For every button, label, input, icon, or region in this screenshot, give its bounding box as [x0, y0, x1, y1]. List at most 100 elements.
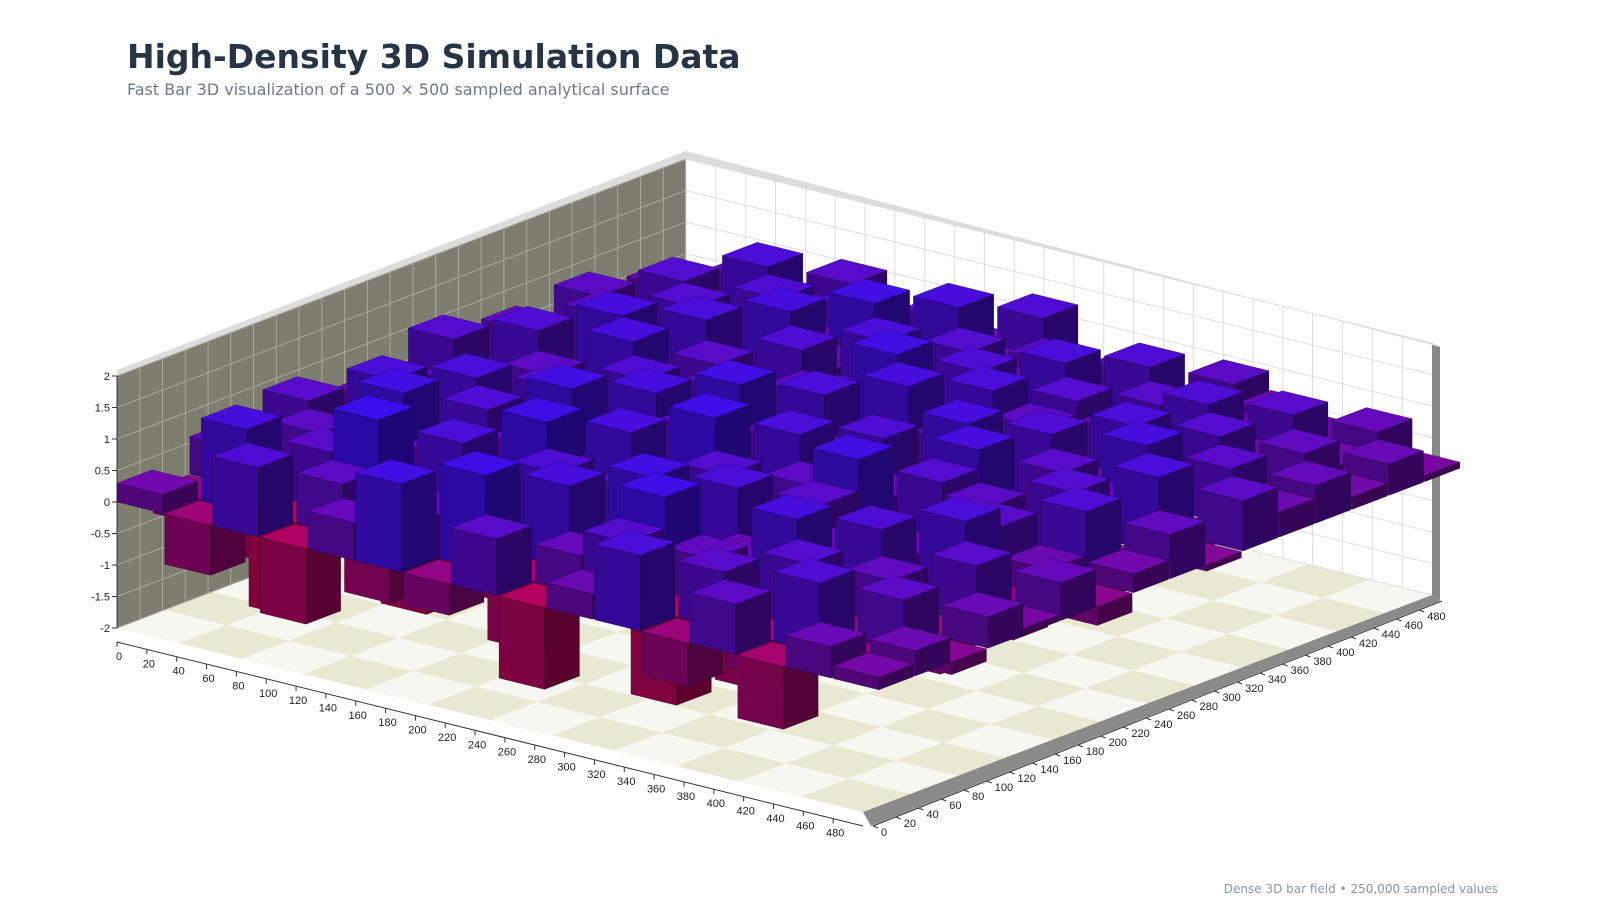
bar-face: [812, 434, 895, 460]
bar-face: [261, 376, 345, 402]
z-tick-label: 380: [1313, 656, 1331, 668]
bar-face: [1005, 409, 1088, 435]
z-tick: [1282, 663, 1288, 667]
x-tick-label: 240: [468, 739, 486, 751]
x-tick-label: 40: [173, 666, 185, 678]
bar-face: [116, 469, 199, 495]
x-tick-label: 80: [232, 680, 244, 692]
grid-line: [685, 158, 1433, 344]
z-tick: [1328, 645, 1334, 649]
z-tick-label: 200: [1109, 737, 1127, 749]
z-tick-label: 400: [1336, 647, 1354, 659]
bar-face: [1187, 359, 1270, 385]
bar-face: [357, 368, 440, 394]
bar-face: [834, 504, 917, 530]
grid-line: [685, 190, 1433, 375]
bar-face: [1330, 407, 1414, 433]
bar: [354, 459, 438, 573]
bar-face: [755, 325, 838, 351]
bar-face: [575, 291, 659, 317]
floor-tile: [1212, 582, 1323, 616]
bar-face: [846, 555, 929, 581]
z-tick: [986, 780, 992, 784]
bar-face: [773, 558, 856, 584]
z-axis: [872, 600, 1443, 827]
z-tick-label: 460: [1404, 620, 1422, 632]
floor-tile: [1118, 618, 1228, 652]
x-tick-label: 200: [408, 725, 426, 737]
floor-tile: [490, 701, 600, 736]
z-tick: [941, 798, 947, 802]
bar-face: [689, 579, 772, 605]
bar-face: [200, 404, 283, 430]
floor-tile: [241, 640, 351, 674]
z-tick: [1054, 753, 1061, 757]
z-tick: [1145, 717, 1152, 721]
bar-face: [744, 287, 827, 313]
bar-face: [439, 450, 522, 476]
chart-subtitle: Fast Bar 3D visualization of a 500 × 500…: [127, 80, 670, 99]
z-tick: [895, 816, 901, 820]
right-edge: [863, 595, 1440, 826]
bar-face: [753, 409, 836, 435]
bar-face: [639, 541, 676, 632]
floor-tile: [226, 607, 337, 641]
y-tick-label: 0: [104, 497, 110, 509]
bar: [689, 579, 772, 655]
z-tick-label: 160: [1063, 755, 1081, 767]
z-tick-label: 260: [1177, 710, 1195, 722]
z-tick-label: 280: [1200, 701, 1218, 713]
z-tick: [1259, 672, 1266, 676]
floor-tile: [117, 609, 227, 644]
bar-face: [1103, 342, 1186, 368]
bar-face: [607, 452, 690, 478]
floor-tile: [1132, 652, 1243, 686]
bar-face: [212, 455, 259, 538]
bar-face: [450, 527, 498, 597]
bar-face: [932, 424, 1015, 451]
bar-face: [1173, 411, 1257, 437]
bar-face: [211, 442, 294, 468]
y-tick-label: 0.5: [95, 466, 110, 478]
bar-face: [896, 457, 979, 483]
floor-tile: [614, 732, 724, 766]
z-tick: [1168, 708, 1175, 712]
floor-tile: [723, 729, 834, 764]
footer-note: Dense 3D bar field • 250,000 sampled val…: [1224, 882, 1498, 896]
bar-face: [930, 541, 1013, 567]
x-tick-label: 0: [116, 651, 122, 663]
z-tick: [963, 789, 970, 793]
bar-face: [450, 514, 533, 540]
z-tick-label: 220: [1131, 728, 1149, 740]
z-tick: [1100, 735, 1106, 739]
bar-face: [1030, 376, 1113, 402]
bar-face: [525, 364, 608, 390]
floor-tile: [738, 763, 849, 797]
bar-face: [1162, 379, 1245, 405]
z-tick-label: 60: [949, 800, 961, 812]
bar-face: [593, 530, 676, 556]
floor-tile: [848, 760, 958, 794]
bar-face: [721, 241, 804, 268]
bar-face: [1039, 486, 1122, 512]
x-tick-label: 300: [557, 761, 575, 773]
floor-tile: [1023, 654, 1133, 689]
bar-face: [750, 494, 833, 520]
bar-face: [693, 359, 777, 385]
z-tick-label: 120: [1018, 773, 1036, 785]
x-tick-label: 140: [319, 703, 337, 715]
bar-face: [935, 346, 1018, 372]
bar-face: [805, 258, 888, 284]
x-tick-label: 380: [677, 791, 695, 803]
bar-face: [594, 543, 641, 632]
z-tick: [1191, 699, 1197, 703]
bar-face: [259, 536, 307, 625]
x-tick-label: 460: [796, 820, 814, 832]
x-tick-label: 480: [826, 828, 844, 840]
bar: [498, 582, 581, 690]
scene: -2-1.5-1-0.500.511.520204060801001201401…: [91, 151, 1461, 840]
x-tick-label: 20: [143, 658, 155, 670]
floor-tile: [943, 724, 1053, 758]
bar: [1196, 475, 1279, 552]
